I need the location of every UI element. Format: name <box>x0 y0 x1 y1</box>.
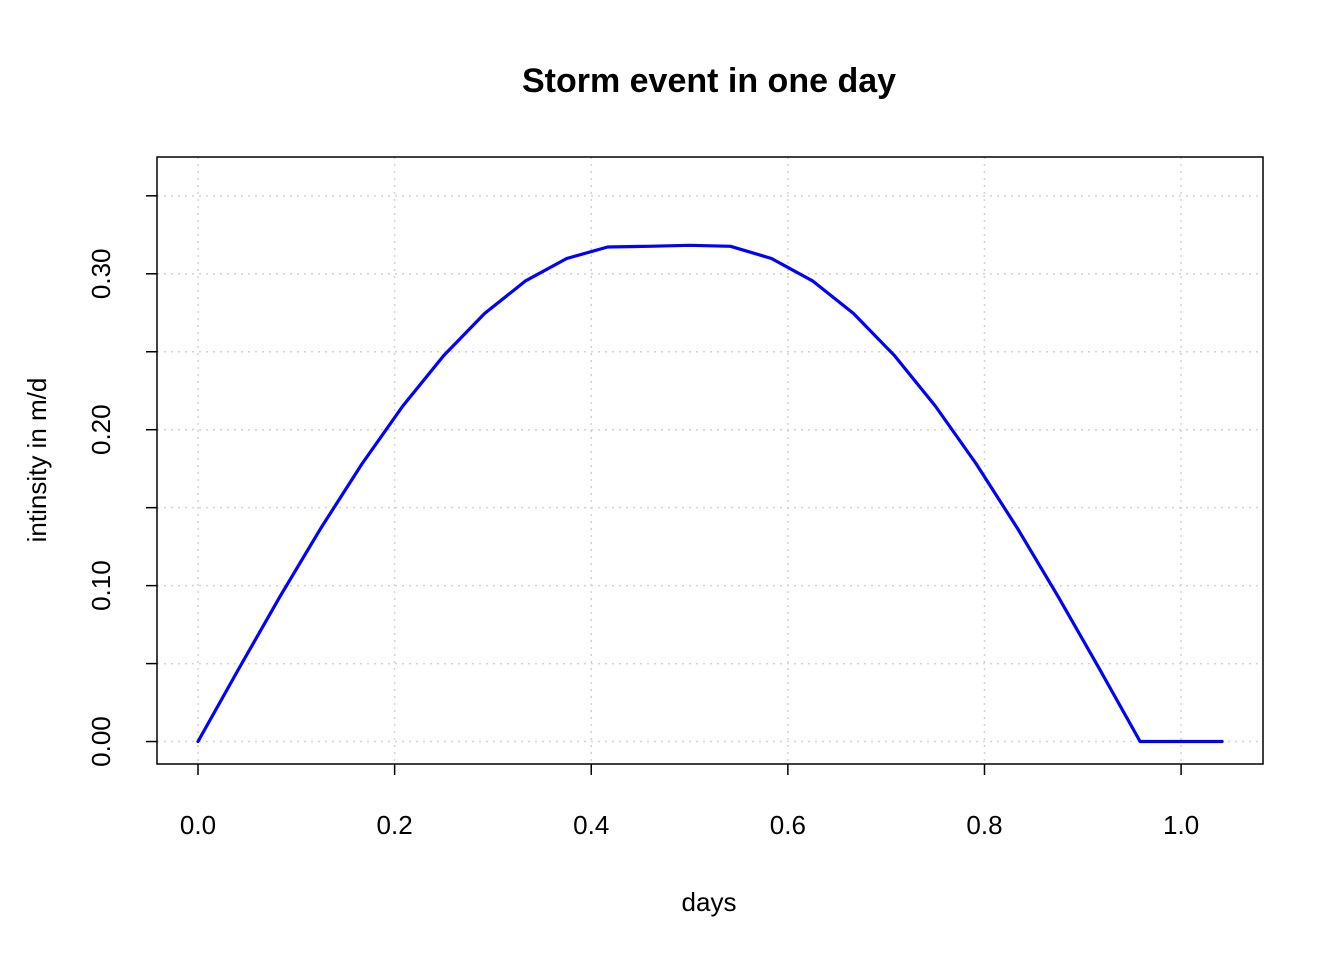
y-axis-label: intinsity in m/d <box>22 378 52 543</box>
x-tick-label: 0.4 <box>573 810 609 840</box>
x-tick-label: 0.2 <box>377 810 413 840</box>
axis-ticks: 0.0 0.2 0.4 0.6 0.8 1.0 0.00 0.10 0.20 0.30 <box>86 195 1199 840</box>
x-tick-label: 1.0 <box>1163 810 1199 840</box>
x-tick-label: 0.8 <box>966 810 1002 840</box>
plot-frame <box>156 156 1264 765</box>
grid-lines <box>157 157 1263 764</box>
x-tick-label: 0.6 <box>770 810 806 840</box>
x-axis-label: days <box>682 887 737 917</box>
y-tick-label: 0.10 <box>86 560 116 611</box>
chart-title: Storm event in one day <box>522 62 896 100</box>
x-tick-label: 0.0 <box>180 810 216 840</box>
series-line <box>196 243 1224 744</box>
y-tick-label: 0.30 <box>86 248 116 299</box>
y-tick-label: 0.00 <box>86 716 116 767</box>
series-layer <box>196 243 1224 744</box>
y-tick-label: 0.20 <box>86 404 116 455</box>
